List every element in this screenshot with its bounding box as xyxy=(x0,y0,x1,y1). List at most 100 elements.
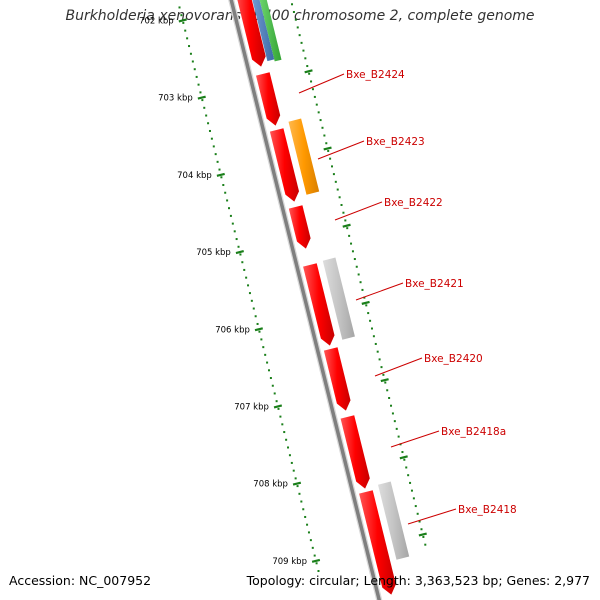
scale-dot-left xyxy=(245,276,248,279)
scale-dot-right xyxy=(351,250,354,253)
scale-dot-right xyxy=(332,173,335,176)
scale-dot-right xyxy=(382,373,385,376)
scale-dot-left xyxy=(222,184,225,187)
scale-major-tick-left xyxy=(197,95,206,100)
scale-dot-left xyxy=(220,176,223,179)
scale-dot-right xyxy=(291,3,294,6)
scale-dot-right xyxy=(321,126,324,129)
scale-dot-left xyxy=(271,384,274,387)
scale-dot-left xyxy=(208,129,211,132)
scale-dot-right xyxy=(370,327,373,330)
scale-dot-left xyxy=(214,153,217,156)
scale-dot-right xyxy=(331,165,334,168)
scale-dot-left xyxy=(285,438,288,441)
scale-dot-left xyxy=(298,492,301,495)
scale-dot-right xyxy=(378,358,381,361)
scale-major-tick-left xyxy=(273,404,283,409)
scale-dot-right xyxy=(386,389,389,392)
gene-label: Bxe_B2423 xyxy=(366,136,425,148)
scale-dot-right xyxy=(359,281,362,284)
scale-dot-right xyxy=(397,435,400,438)
scale-dot-right xyxy=(403,458,406,461)
scale-label: 706 kbp xyxy=(215,325,250,335)
scale-dot-right xyxy=(292,10,295,13)
scale-major-tick-right xyxy=(323,146,332,151)
scale-dot-right xyxy=(323,134,326,137)
scale-dot-right xyxy=(372,335,375,338)
scale-dot-right xyxy=(348,234,351,237)
scale-dot-right xyxy=(342,211,345,214)
scale-major-tick-right xyxy=(304,69,313,74)
scale-dot-left xyxy=(266,361,269,364)
scale-dot-right xyxy=(384,381,387,384)
scale-major-tick-right xyxy=(399,455,408,460)
scale-dot-left xyxy=(239,253,242,256)
scale-dot-left xyxy=(313,554,316,557)
gene-features xyxy=(237,0,410,595)
scale-dot-right xyxy=(409,481,412,484)
scale-dot-left xyxy=(302,508,305,511)
gene-label: Bxe_B2420 xyxy=(424,353,483,365)
sequence-scale: 702 kbp 703 kbp 704 kbp 705 kbp 706 kbp 707 k… xyxy=(139,3,427,573)
scale-dot-left xyxy=(254,315,257,318)
scale-dot-left xyxy=(193,68,196,71)
scale-dot-left xyxy=(304,515,307,518)
scale-dot-left xyxy=(256,322,259,325)
gene-leader-line xyxy=(355,282,404,301)
scale-dot-right xyxy=(365,304,368,307)
genome-stats-text: Topology: circular; Length: 3,363,523 bp… xyxy=(246,573,590,588)
scale-dot-right xyxy=(363,296,366,299)
scale-dot-left xyxy=(269,377,272,380)
scale-dot-left xyxy=(275,400,278,403)
scale-dot-left xyxy=(306,523,309,526)
scale-dot-right xyxy=(414,505,417,508)
gene-leader-line xyxy=(407,508,457,525)
scale-dot-left xyxy=(248,292,251,295)
scale-dot-left xyxy=(252,307,255,310)
scale-dot-left xyxy=(279,415,282,418)
scale-dot-left xyxy=(250,299,253,302)
scale-major-tick-right xyxy=(342,223,351,228)
scale-dot-left xyxy=(247,284,250,287)
scale-dot-right xyxy=(401,451,404,454)
scale-dot-left xyxy=(216,160,219,163)
scale-dot-right xyxy=(311,88,314,91)
scale-dot-right xyxy=(357,273,360,276)
scale-label: 708 kbp xyxy=(253,480,288,490)
scale-dot-right xyxy=(390,404,393,407)
scale-dot-right xyxy=(315,103,318,106)
scale-dot-right xyxy=(412,497,415,500)
scale-major-tick-right xyxy=(380,378,389,383)
scale-dot-right xyxy=(350,242,353,245)
scale-dot-right xyxy=(422,535,425,538)
accession-text: Accession: NC_007952 xyxy=(9,573,152,588)
scale-dot-left xyxy=(205,114,208,117)
gene-label: Bxe_B2424 xyxy=(346,69,405,81)
scale-dot-left xyxy=(182,21,185,24)
scale-major-tick-right xyxy=(361,300,370,305)
scale-dot-right xyxy=(306,65,309,68)
scale-dot-left xyxy=(288,454,291,457)
scale-dot-right xyxy=(338,196,341,199)
scale-dot-left xyxy=(262,346,265,349)
scale-dot-left xyxy=(226,199,229,202)
scale-dot-right xyxy=(407,474,410,477)
cds-blue-block xyxy=(252,0,275,62)
scale-dot-left xyxy=(197,83,200,86)
gene-label: Bxe_B2418a xyxy=(441,426,506,438)
scale-dot-right xyxy=(296,26,299,29)
scale-dot-left xyxy=(224,191,227,194)
scale-dot-left xyxy=(189,52,192,55)
scale-label: 709 kbp xyxy=(272,557,307,567)
scale-label: 702 kbp xyxy=(139,16,174,26)
scale-dot-left xyxy=(307,531,310,534)
scale-dot-right xyxy=(395,427,398,430)
scale-dot-left xyxy=(296,485,299,488)
sequence-backbone xyxy=(228,0,383,600)
scale-dot-left xyxy=(315,562,318,565)
scale-dot-left xyxy=(260,338,263,341)
scale-dot-right xyxy=(355,265,358,268)
scale-dot-left xyxy=(235,238,238,241)
cds-orange-block xyxy=(288,118,320,195)
scale-dot-right xyxy=(410,489,413,492)
